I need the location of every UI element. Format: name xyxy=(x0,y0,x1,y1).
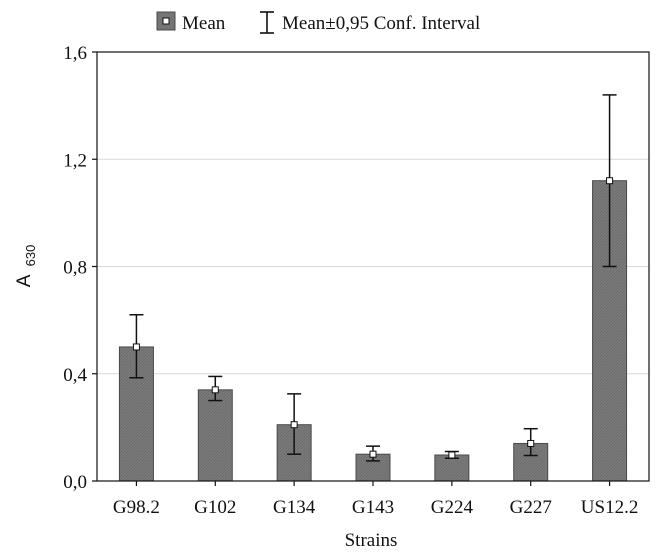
x-tick-label: G102 xyxy=(194,497,236,518)
x-axis-ticks: G98.2 G102 G134 G143 G224 G227 US12.2 xyxy=(113,481,638,518)
x-tick-label: G227 xyxy=(510,497,552,518)
y-axis-ticks: 0,0 0,4 0,8 1,2 1,6 xyxy=(63,43,97,493)
gridlines xyxy=(97,158,649,375)
mean-marker-G224 xyxy=(448,451,456,459)
error-bars xyxy=(129,94,617,462)
y-axis-label: A 630 xyxy=(14,245,38,288)
y-axis-label-subscript: 630 xyxy=(23,245,38,267)
y-tick-label: 1,2 xyxy=(63,150,87,171)
bars xyxy=(118,180,628,482)
legend-ci-label: Mean±0,95 Conf. Interval xyxy=(282,13,480,34)
x-tick-label: US12.2 xyxy=(581,497,639,518)
svg-text:A 630: A 630 xyxy=(14,245,38,288)
mean-marker-G102 xyxy=(211,386,219,394)
mean-marker-G227 xyxy=(527,439,535,447)
legend-mean-label: Mean xyxy=(182,13,226,34)
y-axis-label-main: A xyxy=(14,274,35,287)
mean-marker-G134 xyxy=(290,421,298,429)
y-tick-label: 0,4 xyxy=(63,365,87,386)
mean-marker-G143 xyxy=(369,450,377,458)
x-axis-label: Strains xyxy=(345,530,398,551)
legend-mean-marker xyxy=(162,17,170,25)
x-tick-label: G98.2 xyxy=(113,497,160,518)
y-tick-label: 0,0 xyxy=(63,472,87,493)
mean-marker-US12.2 xyxy=(606,177,614,185)
mean-marker-G98.2 xyxy=(132,343,140,351)
x-tick-label: G224 xyxy=(431,497,474,518)
y-tick-label: 1,6 xyxy=(63,43,87,64)
x-tick-label: G134 xyxy=(273,497,316,518)
y-tick-label: 0,8 xyxy=(63,258,87,279)
legend: Mean Mean±0,95 Conf. Interval xyxy=(156,11,480,34)
x-tick-label: G143 xyxy=(352,497,394,518)
legend-ci-icon xyxy=(260,11,274,34)
bar-G102 xyxy=(197,389,233,482)
